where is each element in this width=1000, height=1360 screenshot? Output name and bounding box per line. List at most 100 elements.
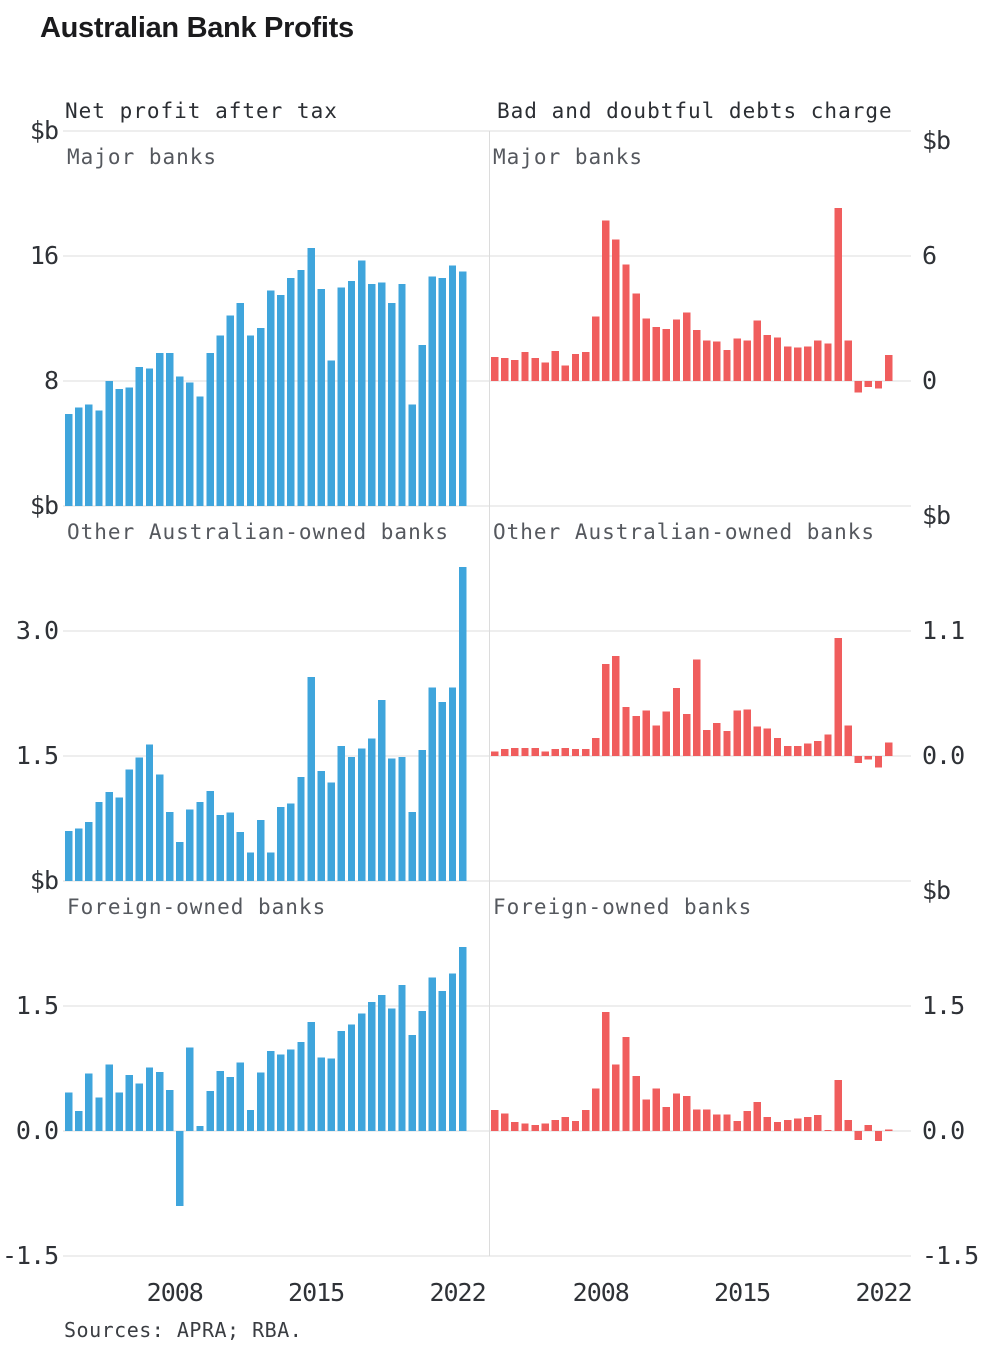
- source-note: Sources: APRA; RBA.: [64, 1318, 303, 1342]
- bar: [267, 852, 275, 881]
- panel-title: Foreign-owned banks: [493, 895, 753, 919]
- bar: [307, 676, 315, 881]
- bar: [307, 248, 315, 506]
- bar: [844, 1120, 852, 1131]
- bar: [85, 821, 93, 881]
- bar: [327, 1058, 335, 1131]
- panel-npat-row1: [65, 566, 467, 881]
- bar: [378, 700, 386, 881]
- bar: [814, 741, 822, 756]
- bar: [418, 345, 426, 506]
- bar: [794, 347, 802, 381]
- bar: [448, 687, 457, 881]
- bar: [581, 351, 590, 381]
- y-axis-label: 1.1: [922, 616, 965, 645]
- panel-title: Other Australian-owned banks: [493, 520, 876, 544]
- bar: [874, 1131, 883, 1141]
- bar: [612, 239, 620, 381]
- bar: [682, 1096, 691, 1131]
- bar: [287, 803, 295, 881]
- bar: [388, 758, 396, 881]
- bar: [551, 749, 559, 756]
- bar: [337, 746, 346, 881]
- bar: [531, 358, 539, 381]
- bar: [723, 1114, 731, 1131]
- bar: [418, 1011, 426, 1131]
- bar: [662, 711, 671, 756]
- x-axis-tick-label: 2015: [288, 1278, 345, 1307]
- bar: [428, 977, 436, 1131]
- bar: [824, 1130, 832, 1131]
- bar: [388, 1008, 396, 1131]
- bar: [753, 1101, 761, 1131]
- bar: [874, 756, 883, 768]
- bar: [155, 352, 164, 506]
- bar: [65, 831, 73, 881]
- bar: [287, 277, 295, 506]
- bar: [834, 1080, 842, 1131]
- bar: [693, 659, 701, 756]
- bar: [65, 413, 73, 506]
- bar: [652, 725, 660, 756]
- bar: [357, 1013, 366, 1131]
- bar: [733, 710, 741, 756]
- bar: [531, 748, 539, 756]
- bar: [763, 1116, 772, 1131]
- bar: [378, 282, 386, 506]
- bar: [632, 293, 640, 381]
- bar: [186, 382, 194, 506]
- y-axis-label: $b: [922, 126, 951, 155]
- bar: [521, 1123, 529, 1131]
- panel-title: Major banks: [493, 145, 644, 169]
- bar: [196, 801, 204, 881]
- bar: [783, 346, 792, 381]
- bar: [602, 664, 610, 756]
- bar: [551, 350, 559, 381]
- x-axis-tick-label: 2015: [714, 1278, 771, 1307]
- bar: [592, 316, 600, 381]
- bar: [602, 220, 610, 381]
- bar: [105, 1064, 113, 1131]
- bar: [682, 714, 691, 756]
- bar: [652, 1088, 660, 1131]
- bar: [378, 995, 386, 1131]
- bar: [743, 1111, 751, 1131]
- bar: [854, 1131, 862, 1141]
- bar: [277, 1054, 285, 1131]
- bar: [783, 745, 792, 756]
- bar: [632, 716, 640, 756]
- y-axis-label: 1.5: [15, 741, 59, 770]
- bar: [794, 745, 802, 756]
- bar: [75, 1111, 83, 1131]
- bar: [186, 809, 194, 881]
- bar: [95, 410, 103, 506]
- bar: [438, 277, 447, 506]
- x-axis-tick-label: 2008: [572, 1278, 630, 1307]
- y-axis-label: $b: [29, 491, 59, 520]
- bar: [398, 985, 406, 1131]
- bar: [85, 404, 93, 506]
- bar: [256, 1072, 265, 1131]
- bar: [581, 1110, 590, 1131]
- bar: [307, 1021, 315, 1131]
- bar: [347, 281, 356, 506]
- bar: [682, 312, 691, 381]
- bar: [297, 270, 305, 506]
- bar: [155, 774, 164, 881]
- bar: [448, 265, 457, 506]
- y-axis-label: 6: [922, 241, 937, 270]
- bar: [743, 340, 751, 381]
- bar: [642, 710, 650, 756]
- bar: [581, 749, 590, 756]
- bar: [632, 1076, 640, 1131]
- bar: [95, 1097, 103, 1131]
- bar: [864, 1125, 873, 1131]
- bar: [186, 1047, 194, 1131]
- bar: [246, 852, 255, 881]
- bar: [206, 791, 214, 881]
- bar: [85, 1073, 93, 1131]
- bar: [824, 734, 832, 756]
- bar: [95, 801, 103, 881]
- bar: [428, 276, 436, 506]
